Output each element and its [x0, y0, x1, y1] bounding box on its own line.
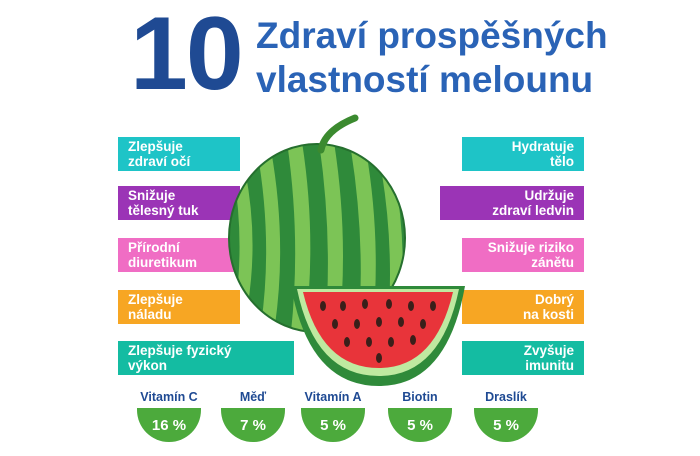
benefit-line-1: Zvyšuje [523, 343, 574, 358]
nutrient-potassium: Draslík 5 % [471, 390, 541, 442]
benefit-line-2: na kosti [522, 307, 574, 322]
benefit-line-1: Dobrý [534, 292, 574, 307]
benefit-line-2: zánětu [531, 255, 574, 270]
benefit-bones: Dobrý na kosti [462, 290, 584, 324]
benefit-line-2: tělo [549, 154, 574, 169]
benefit-body-fat: Snižuje tělesný tuk [118, 186, 240, 220]
nutrient-value: 5 % [388, 408, 452, 442]
benefit-diuretic: Přírodní diuretikum [118, 238, 240, 272]
benefit-line-1: Udržuje [524, 188, 574, 203]
page-title: Zdraví prospěšných vlastností melounu [256, 14, 608, 102]
nutrient-name: Měď [239, 390, 267, 404]
nutrient-value: 5 % [301, 408, 365, 442]
nutrient-vitamin-c: Vitamín C 16 % [134, 390, 204, 442]
benefit-line-2: výkon [128, 358, 168, 373]
benefit-mood: Zlepšuje náladu [118, 290, 240, 324]
nutrient-name: Vitamín A [304, 390, 362, 404]
nutrient-biotin: Biotin 5 % [385, 390, 455, 442]
benefit-line-2: diuretikum [128, 255, 198, 270]
benefit-line-1: Přírodní [128, 240, 180, 255]
nutrient-value: 7 % [221, 408, 285, 442]
benefit-line-1: Snižuje riziko [487, 240, 574, 255]
nutrient-copper: Měď 7 % [218, 390, 288, 442]
benefit-line-2: náladu [128, 307, 172, 322]
benefit-immunity: Zvyšuje imunitu [462, 341, 584, 375]
nutrient-value: 16 % [137, 408, 201, 442]
whole-watermelon [228, 114, 406, 333]
benefit-line-2: zdraví očí [128, 154, 191, 169]
benefit-line-2: imunitu [525, 358, 574, 373]
benefit-line-1: Snižuje [128, 188, 176, 203]
benefit-kidney-health: Udržuje zdraví ledvin [440, 186, 584, 220]
benefit-performance: Zlepšuje fyzický výkon [118, 341, 294, 375]
nutrient-name: Biotin [402, 390, 438, 404]
title-line-1: Zdraví prospěšných [256, 15, 608, 56]
benefit-inflammation: Snižuje riziko zánětu [462, 238, 584, 272]
nutrient-vitamin-a: Vitamín A 5 % [298, 390, 368, 442]
watermelon-icon [228, 114, 465, 386]
nutrient-name: Vitamín C [140, 390, 198, 404]
benefit-line-1: Zlepšuje [128, 139, 183, 154]
watermelon-slice [291, 286, 465, 386]
nutrient-name: Draslík [485, 390, 527, 404]
nutrient-value: 5 % [474, 408, 538, 442]
benefit-line-1: Zlepšuje [128, 292, 183, 307]
benefit-line-2: tělesný tuk [128, 203, 199, 218]
title-line-2: vlastností melounu [256, 59, 594, 100]
benefit-line-2: zdraví ledvin [492, 203, 574, 218]
benefit-hydration: Hydratuje tělo [462, 137, 584, 171]
benefit-line-1: Zlepšuje fyzický [128, 343, 232, 358]
benefit-line-1: Hydratuje [511, 139, 574, 154]
benefit-eye-health: Zlepšuje zdraví očí [118, 137, 240, 171]
title-number: 10 [130, 0, 244, 112]
